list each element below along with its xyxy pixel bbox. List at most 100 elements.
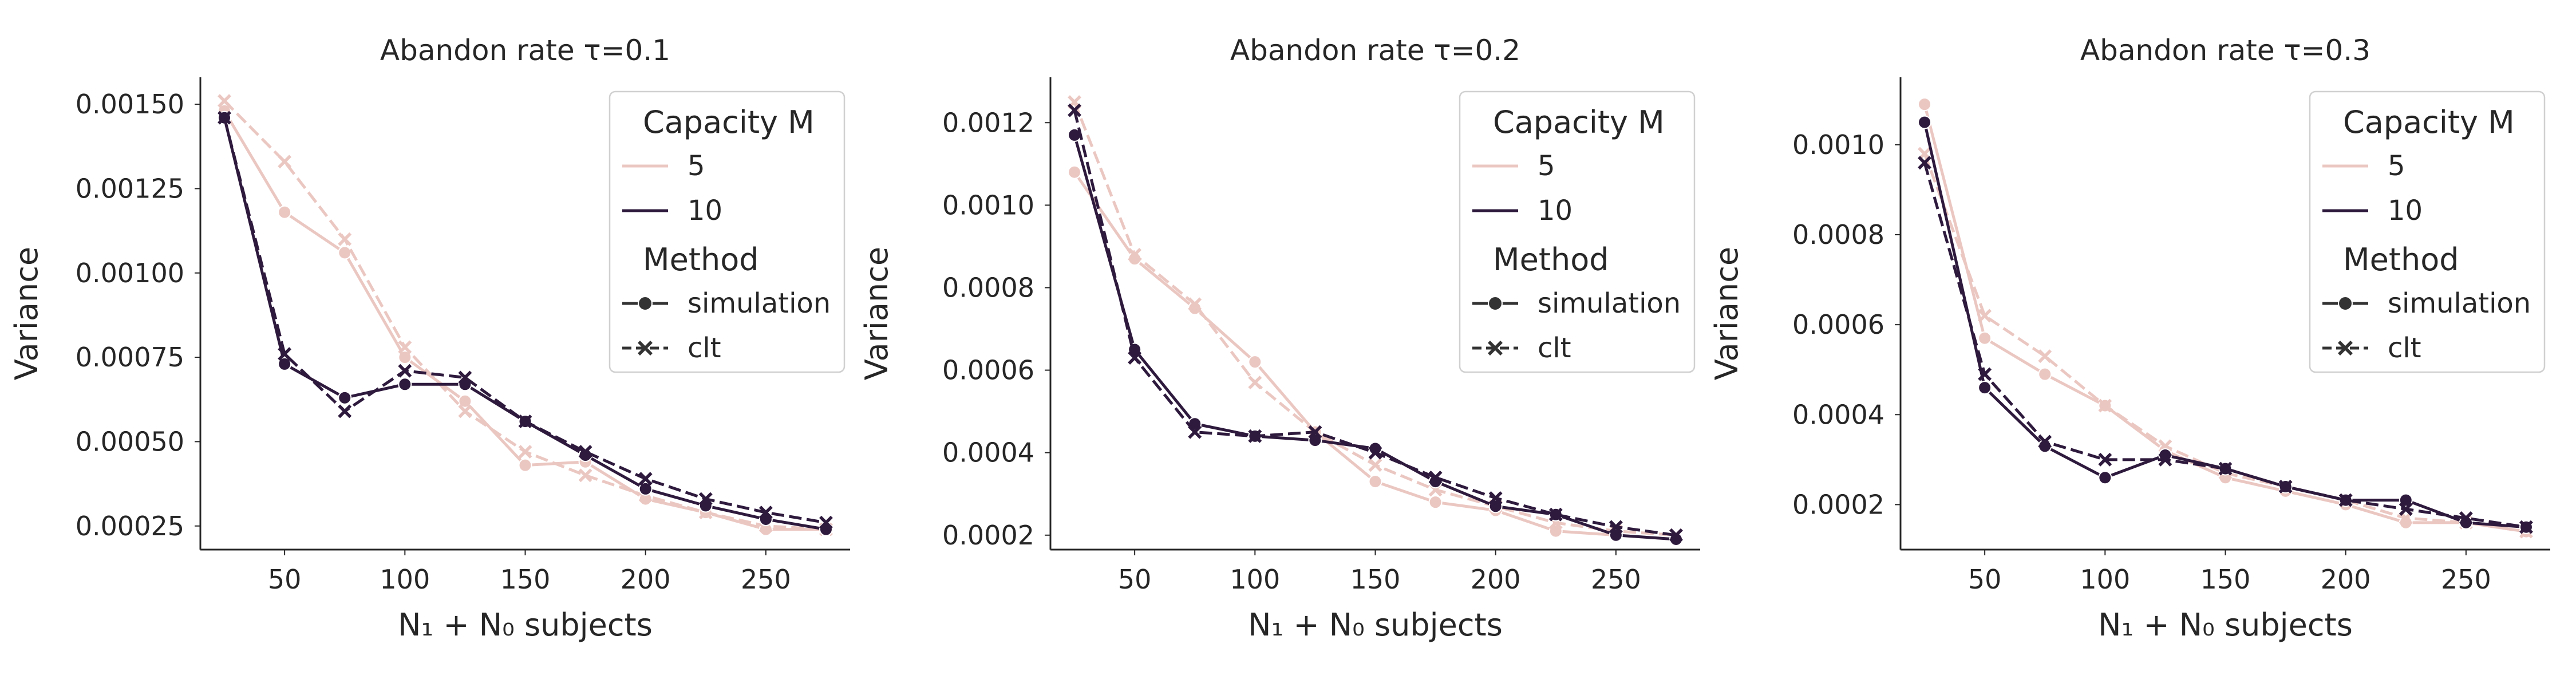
- data-point: [2098, 452, 2112, 467]
- data-point: [218, 94, 231, 108]
- data-point: [2399, 502, 2413, 516]
- data-point: [1248, 429, 1262, 443]
- data-point: [278, 155, 292, 169]
- legend-label: simulation: [688, 287, 831, 319]
- data-point: [458, 394, 472, 408]
- legend-label: 5: [1538, 150, 1555, 182]
- data-point: [338, 390, 352, 405]
- data-point: [1128, 247, 1142, 262]
- x-axis-label: N₁ + N₀ subjects: [398, 607, 653, 643]
- legend-label: 5: [2388, 150, 2405, 182]
- data-point: [1188, 297, 1202, 311]
- y-tick-label: 0.0012: [942, 107, 1034, 138]
- x-tick-label: 150: [2200, 564, 2251, 595]
- data-point: [1248, 355, 1262, 369]
- legend-label: 5: [688, 150, 705, 182]
- chart-title: Abandon rate τ=0.1: [380, 34, 670, 67]
- legend-label: simulation: [1538, 287, 1681, 319]
- data-point: [1918, 115, 1932, 129]
- x-tick-label: 250: [2441, 564, 2491, 595]
- data-point: [278, 205, 292, 219]
- legend-circle-marker: [638, 296, 653, 311]
- data-point: [338, 232, 352, 246]
- legend-frame: [2309, 90, 2546, 373]
- data-point: [2038, 435, 2052, 449]
- legend-x-marker: [1488, 341, 1503, 356]
- data-point: [2098, 398, 2112, 413]
- data-point: [1368, 475, 1382, 489]
- data-point: [2038, 367, 2052, 381]
- data-point: [1368, 458, 1382, 472]
- data-point: [278, 347, 292, 361]
- legend-label: 10: [688, 195, 722, 227]
- x-tick-label: 100: [2080, 564, 2130, 595]
- x-axis-label: N₁ + N₀ subjects: [1248, 607, 1503, 643]
- legend-frame: [1459, 90, 1696, 373]
- data-point: [518, 458, 532, 472]
- data-point: [1609, 520, 1623, 534]
- x-tick-label: 150: [500, 564, 551, 595]
- data-point: [1068, 165, 1082, 179]
- x-tick-label: 50: [1968, 564, 2002, 595]
- x-tick-label: 200: [621, 564, 671, 595]
- legend-circle-marker: [2338, 296, 2353, 311]
- legend: Capacity M 5 10 Method simulation clt: [609, 90, 846, 373]
- data-point: [1068, 103, 1081, 117]
- data-point: [2278, 480, 2293, 493]
- data-point: [2519, 520, 2533, 534]
- data-point: [1978, 367, 1992, 381]
- y-tick-label: 0.0002: [1792, 489, 1884, 520]
- legend-x-marker: [2338, 341, 2353, 356]
- legend-label: 10: [1538, 195, 1573, 227]
- y-tick-label: 0.0010: [942, 189, 1034, 220]
- data-point: [638, 472, 653, 486]
- data-point: [518, 414, 532, 429]
- legend-circle-marker: [1488, 296, 1503, 311]
- x-axis-label: N₁ + N₀ subjects: [2098, 607, 2353, 643]
- legend-x-marker: [638, 341, 653, 356]
- data-point: [338, 246, 352, 260]
- y-tick-label: 0.0006: [1792, 309, 1884, 340]
- data-point: [1978, 381, 1992, 395]
- y-tick-label: 0.00050: [76, 426, 184, 457]
- x-tick-label: 200: [2321, 564, 2371, 595]
- chart-title: Abandon rate τ=0.3: [2080, 34, 2370, 67]
- data-point: [2399, 493, 2413, 507]
- legend-title-capacity: Capacity M: [643, 104, 815, 140]
- y-tick-label: 0.0004: [1792, 399, 1884, 430]
- x-tick-label: 200: [1471, 564, 1521, 595]
- data-point: [1669, 528, 1683, 542]
- data-point: [1248, 376, 1262, 390]
- chart-panel-1: Abandon rate τ=0.1 50 100 150 200 250 0.00025 0…: [9, 34, 850, 643]
- legend-title-method: Method: [643, 242, 759, 278]
- legend-label: 10: [2388, 195, 2423, 227]
- data-point: [1548, 507, 1563, 522]
- data-point: [578, 445, 592, 459]
- data-point: [1368, 445, 1382, 460]
- legend: Capacity M 5 10 Method simulation clt: [2309, 90, 2546, 373]
- legend: Capacity M 5 10 Method simulation clt: [1459, 90, 1696, 373]
- legend-frame: [609, 90, 846, 373]
- data-point: [1308, 425, 1322, 439]
- x-tick-label: 50: [268, 564, 302, 595]
- legend-title-method: Method: [1493, 242, 1609, 278]
- y-tick-label: 0.0004: [942, 437, 1034, 468]
- data-point: [1428, 495, 1443, 510]
- y-axis-label: Variance: [9, 247, 45, 380]
- data-point: [1918, 156, 1931, 170]
- y-tick-label: 0.0008: [942, 272, 1034, 303]
- x-tick-label: 250: [1591, 564, 1641, 595]
- x-tick-label: 100: [1230, 564, 1280, 595]
- data-point: [1188, 425, 1202, 439]
- y-tick-label: 0.0010: [1792, 129, 1884, 160]
- x-tick-label: 250: [741, 564, 791, 595]
- legend-title-capacity: Capacity M: [1493, 104, 1665, 140]
- data-point: [1918, 97, 1932, 112]
- x-tick-label: 150: [1350, 564, 1401, 595]
- data-point: [1978, 331, 1992, 345]
- data-point: [218, 110, 231, 125]
- data-point: [2218, 461, 2233, 476]
- y-tick-label: 0.0002: [942, 520, 1034, 551]
- y-tick-label: 0.00125: [76, 173, 184, 204]
